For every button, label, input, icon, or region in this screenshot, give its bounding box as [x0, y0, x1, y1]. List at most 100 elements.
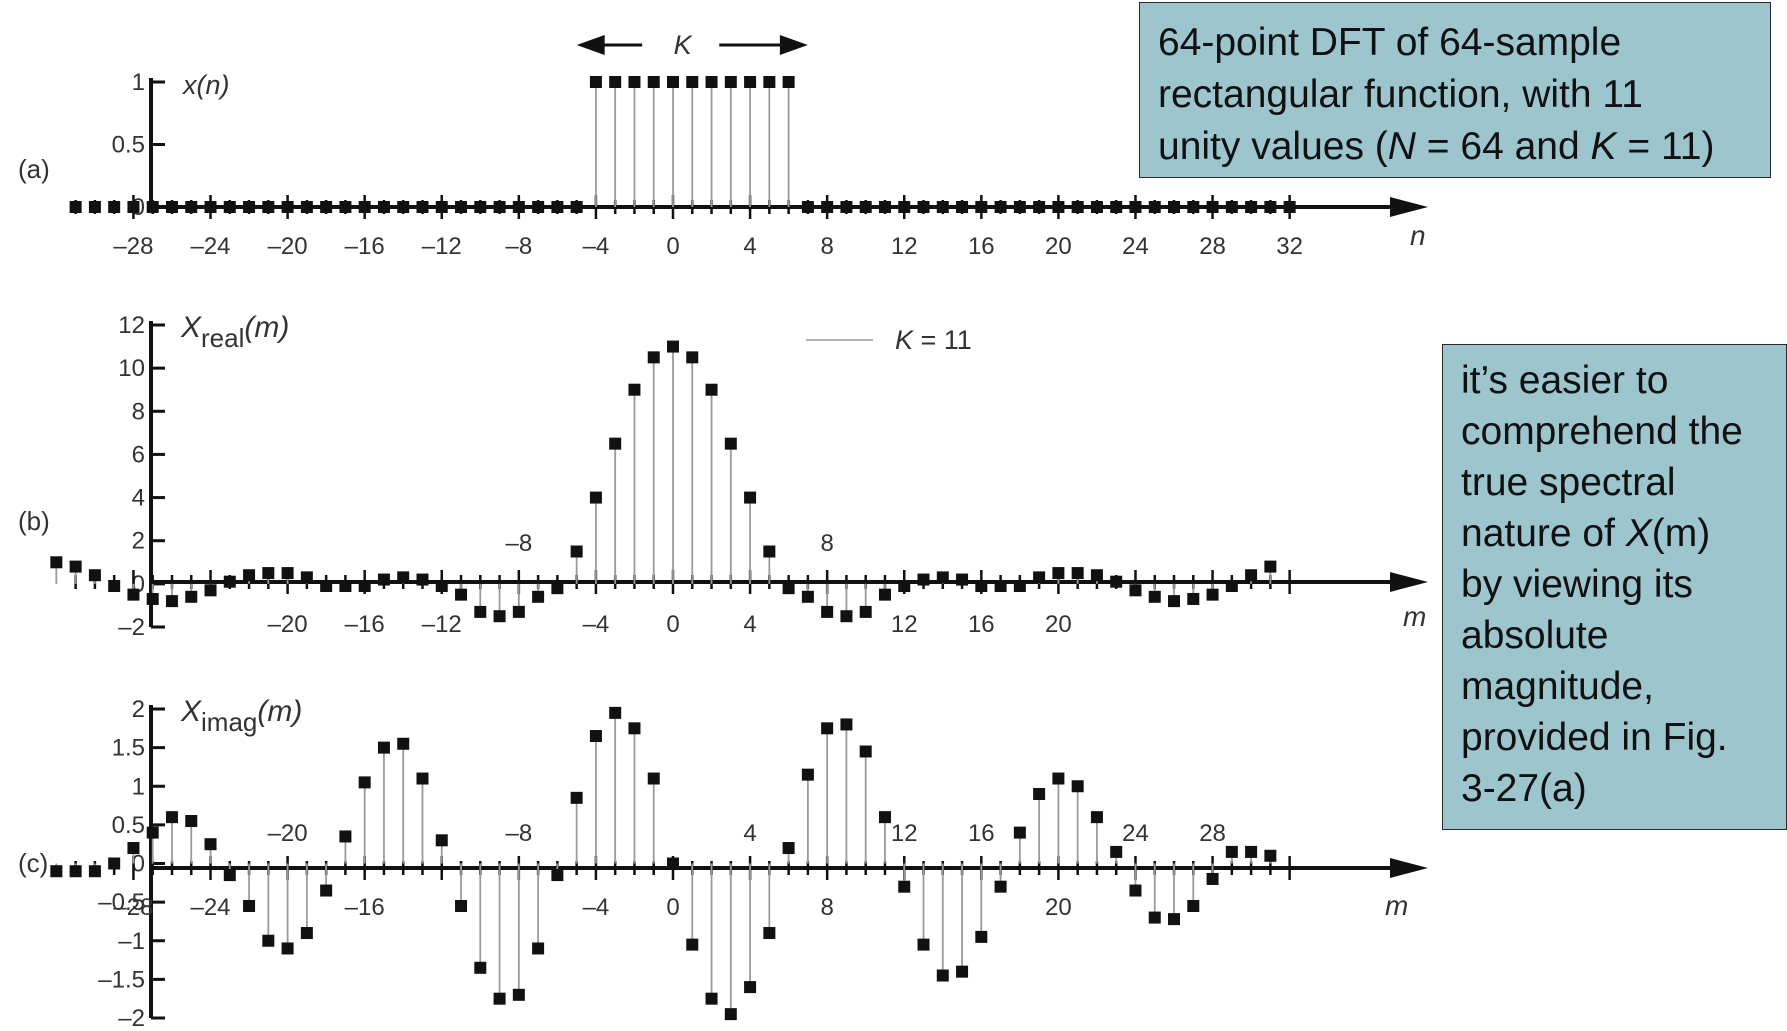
data-point: [589, 491, 602, 504]
data-point: [108, 580, 121, 593]
data-point: [1090, 569, 1103, 582]
y-tick-label: 1: [132, 773, 145, 800]
data-point: [262, 934, 275, 947]
data-point: [358, 201, 371, 213]
data-point: [878, 201, 891, 213]
data-point: [455, 899, 468, 912]
data-point: [108, 857, 121, 870]
data-point: [570, 201, 583, 213]
data-point: [628, 383, 641, 396]
data-point: [1187, 201, 1200, 213]
data-point: [936, 201, 949, 213]
x-tick-label: 20: [1045, 894, 1072, 921]
data-point: [358, 776, 371, 789]
data-point: [647, 76, 660, 88]
x-tick-label: –16: [345, 233, 385, 260]
y-axis-label: Ximag(m): [180, 695, 302, 737]
x-tick-label: –12: [422, 233, 462, 260]
data-point: [589, 76, 602, 88]
data-point: [146, 592, 159, 605]
x-tick-label: 28: [1199, 233, 1226, 260]
y-axis-label: Xreal(m): [180, 311, 289, 353]
data-point: [1245, 569, 1258, 582]
data-point: [628, 76, 641, 88]
data-point: [532, 942, 545, 955]
data-point: [455, 201, 468, 213]
data-point: [435, 201, 448, 213]
data-point: [1033, 571, 1046, 584]
data-point: [223, 201, 236, 213]
data-point: [69, 865, 82, 878]
data-point: [667, 340, 679, 353]
data-point: [956, 201, 969, 213]
x-tick-label-above: 28: [1199, 820, 1226, 847]
data-point: [551, 869, 564, 882]
k-arrow-left-head: [576, 35, 605, 55]
panel-label: (b): [18, 506, 50, 536]
callout-top-line-1: 64-point DFT of 64-sample: [1158, 21, 1622, 64]
data-point: [1033, 201, 1046, 213]
x-tick-label: 20: [1045, 233, 1072, 260]
x-axis-arrow: [1390, 197, 1428, 217]
data-point: [859, 605, 872, 618]
data-point: [589, 730, 602, 743]
callout-top-line-3b: = 64 and: [1415, 125, 1591, 168]
data-point: [146, 826, 159, 839]
y-tick-label: 8: [132, 398, 145, 425]
data-point: [243, 201, 256, 213]
x-tick-label: 16: [968, 611, 995, 638]
panel-c-chart: (c) 2 1.5 1 0.5 0 –0.5 –1 –1.5 –2 Ximag(m) m –28 –24 –…: [18, 695, 1428, 1031]
x-tick-label: –24: [190, 233, 230, 260]
data-point: [1225, 845, 1238, 858]
data-point: [165, 811, 178, 824]
data-point: [204, 201, 217, 213]
data-point: [782, 76, 795, 88]
k11-annotation: K = 11: [895, 325, 972, 355]
x-tick-label: 0: [666, 611, 679, 638]
data-point: [724, 76, 737, 88]
y-tick-label: 2: [132, 696, 145, 723]
x-tick-label: 0: [666, 894, 679, 921]
x-tick-label: –8: [505, 233, 532, 260]
data-point: [320, 580, 333, 593]
panel-a-chart: (a)10.50x(n)n–28–24–20–16–12–8–404812162…: [18, 30, 1428, 260]
data-point: [1206, 588, 1219, 601]
data-point: [339, 580, 352, 593]
data-point: [300, 927, 313, 940]
data-point: [416, 201, 429, 213]
y-tick-label: –1: [118, 928, 145, 955]
data-point: [705, 383, 718, 396]
data-point: [667, 857, 679, 870]
data-point: [1187, 899, 1200, 912]
data-point: [1033, 787, 1046, 800]
x-tick-label-above: 8: [820, 530, 833, 557]
x-tick-label: 12: [891, 611, 918, 638]
data-point: [377, 201, 390, 213]
data-point: [165, 595, 178, 608]
data-point: [551, 582, 564, 595]
x-tick-label: 12: [891, 233, 918, 260]
callout-side: it’s easier to comprehend the true spect…: [1442, 344, 1787, 830]
x-tick-label-above: 24: [1122, 820, 1149, 847]
callout-top-line-2: rectangular function, with 11: [1158, 73, 1643, 116]
x-tick-label: 4: [743, 233, 756, 260]
data-point: [1129, 884, 1142, 897]
x-tick-label: –20: [268, 611, 308, 638]
data-point: [435, 580, 448, 593]
callout-side-line-3: true spectral: [1461, 461, 1676, 504]
data-point: [570, 791, 583, 804]
x-tick-label: 24: [1122, 233, 1149, 260]
data-point: [69, 201, 82, 213]
data-point: [204, 838, 217, 851]
data-point: [127, 842, 140, 855]
data-point: [1090, 811, 1103, 824]
callout-side-line-7: magnitude,: [1461, 665, 1654, 708]
data-point: [243, 569, 256, 582]
data-point: [1206, 872, 1219, 885]
data-point: [474, 201, 487, 213]
data-point: [474, 961, 487, 974]
data-point: [88, 569, 101, 582]
x-tick-label: 0: [666, 233, 679, 260]
x-tick-label: –16: [345, 611, 385, 638]
data-point: [512, 605, 525, 618]
